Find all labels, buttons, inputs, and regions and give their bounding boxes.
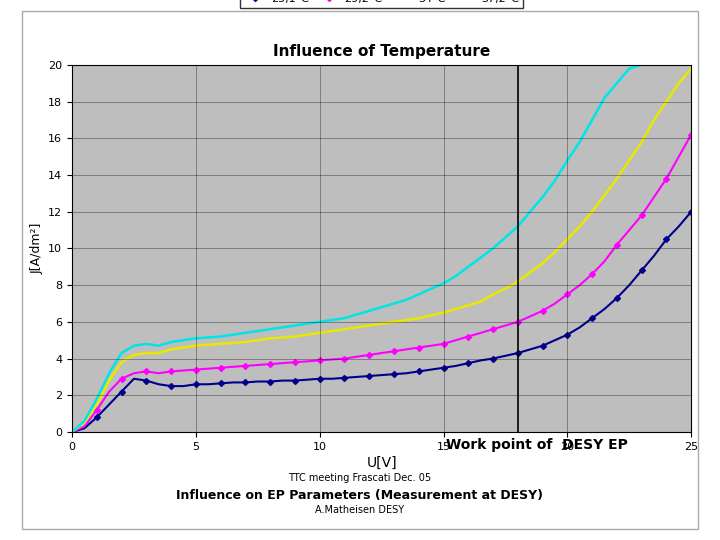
Line: 25,1°C: 25,1°C xyxy=(70,210,693,434)
37,2°C xyxy=(513,223,522,230)
34°C xyxy=(204,341,212,348)
Text: A.Matheisen DESY: A.Matheisen DESY xyxy=(315,505,405,515)
Text: Influence on EP Parameters (Measurement at DESY): Influence on EP Parameters (Measurement … xyxy=(176,489,544,502)
25,1°C xyxy=(204,381,212,388)
25,1°C xyxy=(513,350,522,356)
37,2°C xyxy=(675,62,683,68)
Legend: 25,1°C, 29,2°C, 34°C, 37,2°C: 25,1°C, 29,2°C, 34°C, 37,2°C xyxy=(240,0,523,9)
37,2°C xyxy=(637,62,646,68)
25,1°C xyxy=(253,378,262,384)
25,1°C xyxy=(675,223,683,230)
34°C xyxy=(513,278,522,285)
29,2°C xyxy=(68,429,76,435)
29,2°C xyxy=(687,131,696,138)
29,2°C xyxy=(266,361,274,367)
29,2°C xyxy=(513,319,522,325)
25,1°C xyxy=(68,429,76,435)
25,1°C xyxy=(477,357,485,363)
37,2°C xyxy=(687,62,696,68)
37,2°C xyxy=(253,328,262,334)
25,1°C xyxy=(266,378,274,384)
Line: 34°C: 34°C xyxy=(72,69,691,432)
37,2°C xyxy=(68,429,76,435)
Y-axis label: J[A/dm²]: J[A/dm²] xyxy=(31,222,44,274)
29,2°C xyxy=(204,366,212,372)
34°C xyxy=(687,65,696,72)
29,2°C xyxy=(253,362,262,368)
34°C xyxy=(477,299,485,305)
34°C xyxy=(68,429,76,435)
Text: Work point of  DESY EP: Work point of DESY EP xyxy=(446,438,629,453)
37,2°C xyxy=(266,326,274,333)
Line: 37,2°C: 37,2°C xyxy=(72,65,691,432)
34°C xyxy=(266,335,274,342)
Line: 29,2°C: 29,2°C xyxy=(70,132,693,434)
29,2°C xyxy=(675,153,683,160)
34°C xyxy=(253,337,262,343)
25,1°C xyxy=(687,208,696,215)
X-axis label: U[V]: U[V] xyxy=(366,456,397,470)
37,2°C xyxy=(204,334,212,341)
Text: TTC meeting Frascati Dec. 05: TTC meeting Frascati Dec. 05 xyxy=(289,473,431,483)
37,2°C xyxy=(477,254,485,261)
34°C xyxy=(675,80,683,86)
Title: Influence of Temperature: Influence of Temperature xyxy=(273,44,490,59)
29,2°C xyxy=(477,329,485,336)
